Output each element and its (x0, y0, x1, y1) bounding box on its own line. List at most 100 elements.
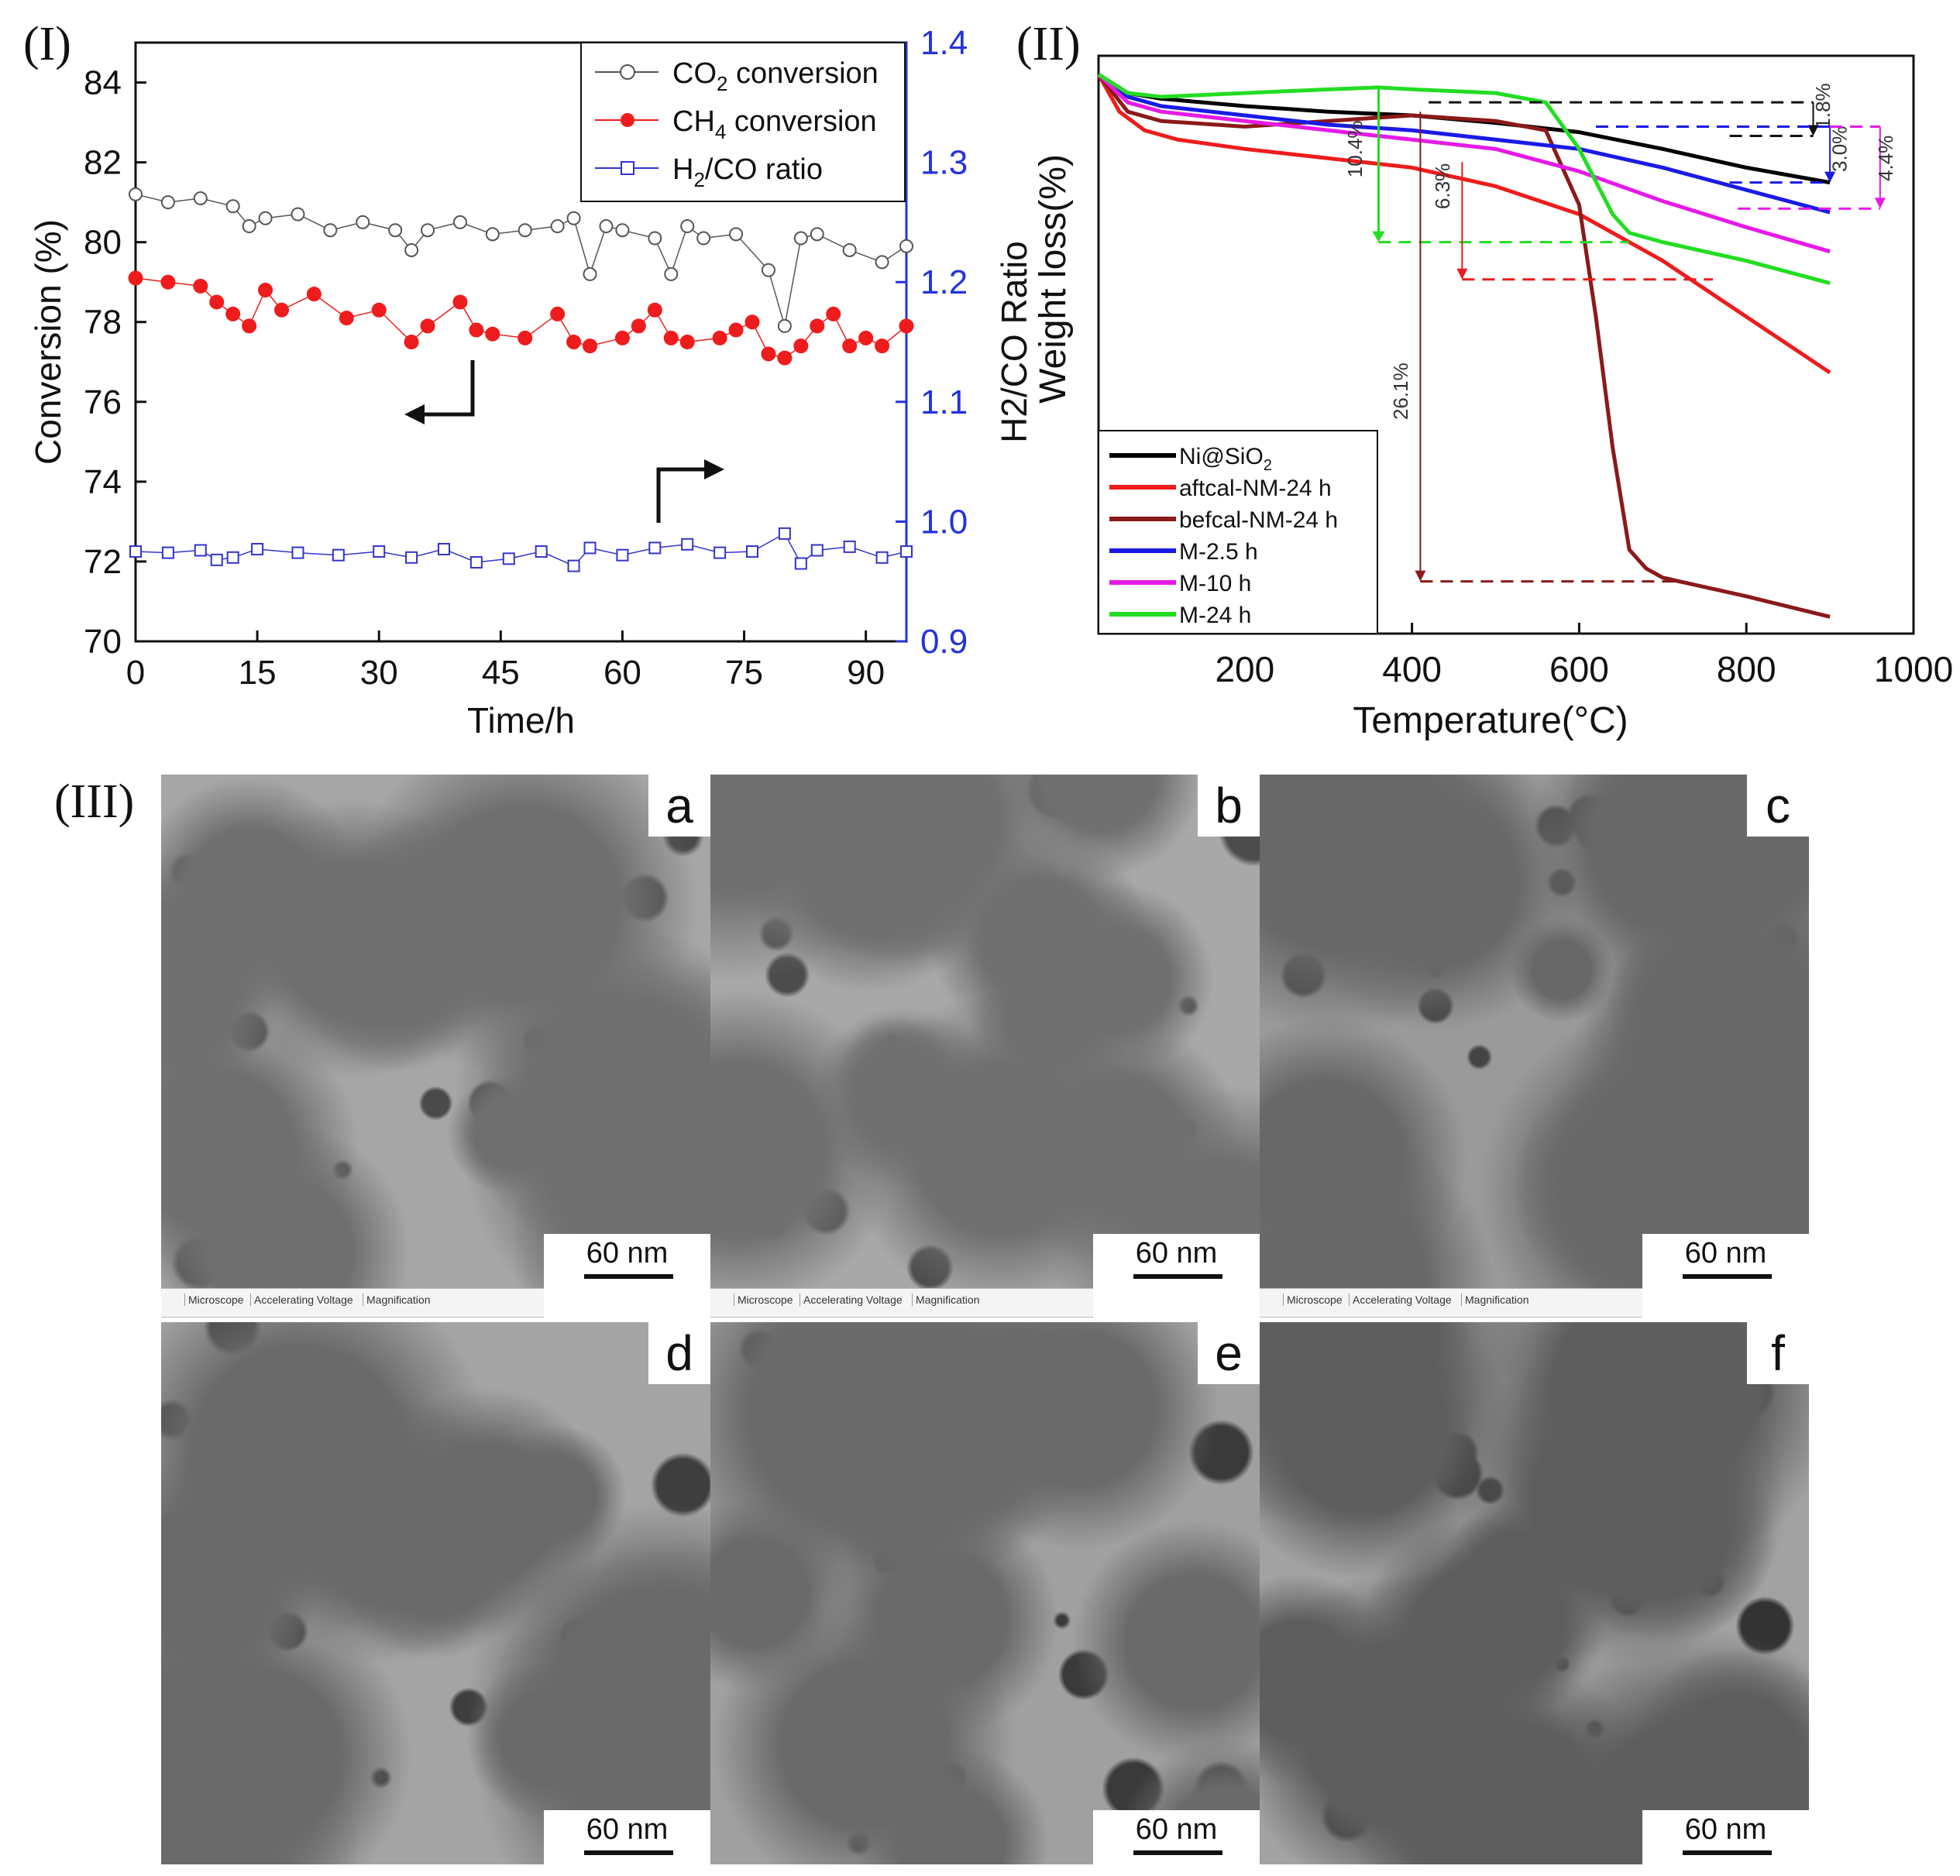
data-point (647, 302, 662, 318)
data-point (469, 322, 484, 338)
tem-micrograph (710, 1322, 1260, 1864)
scale-bar: 60 nm (544, 1234, 710, 1288)
right-axis-arrowhead (704, 459, 724, 479)
tem-image-d: d 60 nm (161, 1322, 710, 1864)
right-axis-arrow (656, 467, 709, 523)
data-point (648, 541, 662, 555)
y2-tick-label: 1.2 (920, 263, 968, 301)
data-point (810, 544, 824, 557)
data-point (161, 546, 174, 559)
data-point (242, 318, 257, 334)
data-point (681, 538, 694, 551)
series-line-5 (1097, 72, 1831, 286)
data-point (160, 195, 175, 210)
data-point (128, 270, 143, 286)
data-point (371, 302, 387, 318)
scale-bar-line (1133, 1274, 1222, 1279)
data-point (225, 199, 240, 214)
info-magnification: Magnification (363, 1294, 431, 1306)
data-point (251, 542, 264, 555)
data-point (291, 546, 304, 559)
y-tick-label: 82 (84, 144, 122, 182)
scale-bar-label: 60 nm (586, 1813, 669, 1846)
data-point (679, 335, 695, 349)
tem-panel-letter: f (1747, 1322, 1809, 1384)
tem-micrograph (1260, 1322, 1809, 1864)
data-point (664, 266, 679, 281)
data-point (258, 211, 273, 225)
tem-micrograph (161, 775, 710, 1288)
data-point (193, 278, 208, 294)
scale-bar: 60 nm (1642, 1234, 1809, 1288)
tem-micrograph (1260, 775, 1809, 1288)
data-point (875, 255, 889, 270)
data-point (356, 215, 370, 229)
tem-micrograph (161, 1322, 710, 1864)
y2-tick-label: 1.4 (920, 24, 968, 62)
data-point (452, 215, 467, 229)
y2-tick-label: 1.1 (920, 383, 968, 421)
data-point (729, 227, 744, 242)
data-point (209, 294, 225, 310)
series-1 (128, 270, 914, 366)
data-point (485, 326, 500, 342)
legend-label: befcal-NM-24 h (1179, 507, 1338, 533)
data-point (614, 330, 630, 345)
chart-tga: 200 400 600 800 1000 Temperature(°C) Weight lo… (1033, 54, 1953, 741)
microscope-info-strip: Microscope Accelerating Voltage Magnificat… (1260, 1288, 1642, 1318)
data-point (900, 545, 913, 558)
data-point (663, 330, 679, 345)
info-magnification: Magnification (912, 1294, 980, 1306)
x-tick-label: 90 (847, 654, 885, 692)
data-point (404, 335, 419, 349)
data-point (129, 187, 143, 201)
data-point (566, 211, 581, 225)
data-point (777, 350, 793, 366)
data-point (550, 306, 566, 321)
scale-bar-line (1133, 1850, 1222, 1855)
data-point (332, 548, 345, 562)
data-point (842, 338, 858, 354)
series-line-4 (1097, 73, 1831, 254)
tem-panel-letter: c (1747, 775, 1809, 837)
x-tick-label: 45 (482, 654, 520, 692)
data-point (566, 335, 582, 349)
data-point (242, 219, 256, 234)
y-tick-label: 78 (84, 304, 122, 342)
y2-tick-label: 0.9 (920, 623, 968, 661)
data-point (712, 330, 727, 345)
y-tick-label: 80 (84, 224, 122, 262)
legend-box (580, 42, 906, 202)
x-tick-label: 75 (725, 654, 763, 692)
data-point (616, 548, 629, 562)
data-point (778, 527, 791, 540)
annotation-label: 6.3% (1431, 163, 1454, 209)
data-point (810, 318, 825, 334)
data-point (680, 219, 695, 234)
tem-image-f: f 60 nm (1260, 1322, 1809, 1864)
data-point (583, 541, 597, 555)
guide-arrowhead (1824, 171, 1836, 183)
data-point (810, 227, 824, 242)
tem-image-b: b 60 nm (710, 775, 1260, 1288)
data-point (550, 219, 565, 234)
legend-marker (621, 161, 634, 175)
data-point (648, 231, 662, 246)
y-tick-label: 70 (84, 623, 122, 661)
data-point (518, 223, 532, 238)
data-point (210, 553, 223, 566)
data-point (274, 302, 290, 318)
data-point (339, 311, 354, 326)
legend-label: M-2.5 h (1179, 539, 1258, 565)
y2-tick-label: 1.3 (920, 144, 968, 182)
data-point (129, 545, 142, 558)
plot-frame (1097, 54, 1915, 635)
scale-bar: 60 nm (1642, 1810, 1809, 1864)
left-axis-arrowhead (404, 404, 425, 424)
data-point (696, 231, 711, 246)
data-point (899, 318, 914, 334)
scale-bar-label: 60 nm (586, 1237, 669, 1270)
scale-bar: 60 nm (544, 1810, 710, 1864)
series-2 (129, 527, 913, 572)
scale-bar-line (584, 1274, 673, 1279)
